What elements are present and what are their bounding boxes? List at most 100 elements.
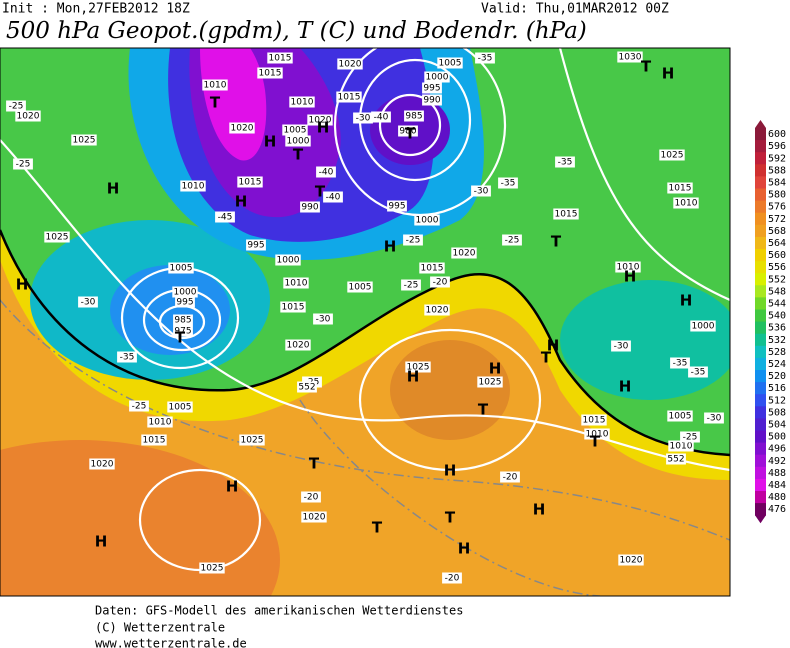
isobar-label: 1030: [619, 53, 642, 63]
colorbar-label: 560: [768, 250, 786, 261]
colorbar-label: 592: [768, 153, 786, 164]
label-box: [237, 176, 263, 188]
colorbar-label: 480: [768, 492, 786, 503]
label-box: [670, 357, 690, 369]
isobar-label: 1020: [231, 124, 254, 134]
label-box: [89, 458, 115, 470]
colorbar-label: 492: [768, 456, 786, 467]
label-box: [257, 67, 283, 79]
colorbar-label: 524: [768, 359, 786, 370]
colorbar-segment: [755, 478, 766, 492]
isobar-label: 1000: [287, 137, 310, 147]
colorbar-segment: [755, 176, 766, 189]
pressure-center: H: [16, 276, 29, 294]
label-box: [267, 52, 293, 64]
colorbar-segment: [755, 333, 766, 347]
isobar-label: 1005: [669, 412, 692, 422]
isobar-label: 1020: [287, 341, 310, 351]
temperature-label: -25: [16, 160, 31, 170]
temperature-label: 552: [667, 455, 684, 465]
isobar-label: 1005: [284, 126, 307, 136]
isobar-label: 1005: [439, 59, 462, 69]
pressure-center: H: [458, 540, 471, 558]
colorbar-segment: [755, 309, 766, 323]
colorbar-label: 488: [768, 468, 786, 479]
label-box: [475, 52, 495, 64]
label-box: [307, 114, 333, 126]
label-box: [471, 185, 491, 197]
colorbar-segment: [755, 430, 766, 444]
colorbar-label: 572: [768, 214, 786, 225]
pressure-center: T: [210, 94, 221, 112]
isobar-label: 1010: [291, 98, 314, 108]
label-box: [301, 491, 321, 503]
temperature-label: -25: [9, 102, 24, 112]
label-box: [173, 325, 193, 337]
isobar-label: 1015: [239, 178, 262, 188]
colorbar-segment: [755, 188, 766, 202]
label-box: [282, 124, 308, 136]
colorbar-label: 564: [768, 238, 786, 249]
label-box: [667, 410, 693, 422]
colorbar-label: 504: [768, 419, 786, 430]
label-box: [246, 239, 266, 251]
isobar-label: 1020: [620, 556, 643, 566]
isobar-label: 1020: [309, 116, 332, 126]
temperature-label: -35: [478, 54, 493, 64]
isobar-label: 1025: [479, 378, 502, 388]
isobar-label: 1025: [407, 363, 430, 373]
init-time: Init : Mon,27FEB2012 18Z: [2, 2, 190, 17]
isobar-label: 1010: [149, 418, 172, 428]
pressure-center: H: [95, 533, 108, 551]
label-box: [6, 100, 26, 112]
isobar-label: 1005: [170, 264, 193, 274]
temperature-label: -20: [433, 278, 448, 288]
isobar-label: 995: [423, 84, 440, 94]
isobar-label: 1020: [17, 112, 40, 122]
label-box: [323, 191, 343, 203]
label-box: [422, 94, 442, 106]
label-box: [690, 320, 716, 332]
isobar-label: 990: [423, 96, 440, 106]
pressure-center: T: [445, 509, 456, 527]
pressure-center: H: [489, 360, 502, 378]
colorbar-label: 580: [768, 190, 786, 201]
footer-line: www.wetterzentrale.de: [95, 637, 247, 648]
colorbar-label: 596: [768, 141, 786, 152]
label-box: [347, 281, 373, 293]
label-box: [451, 247, 477, 259]
colorbar-segment: [755, 491, 766, 504]
label-box: [430, 276, 450, 288]
colorbar-segment: [755, 321, 766, 335]
label-box: [618, 554, 644, 566]
label-box: [316, 166, 336, 178]
pressure-center: T: [551, 233, 562, 251]
temperature-label: -30: [316, 315, 331, 325]
colorbar-label: 556: [768, 262, 786, 273]
isobar-label: 995: [247, 241, 264, 251]
colorbar-segment: [755, 164, 766, 177]
temperature-label: -35: [558, 158, 573, 168]
colorbar-segment: [755, 152, 766, 165]
temperature-label: 552: [298, 383, 315, 393]
label-box: [688, 366, 708, 378]
label-box: [172, 286, 198, 298]
isobar-label: 1015: [259, 69, 282, 79]
label-box: [129, 400, 149, 412]
temperature-label: -30: [356, 114, 371, 124]
temperature-label: -25: [132, 402, 147, 412]
pressure-center: H: [226, 478, 239, 496]
label-box: [419, 262, 445, 274]
pressure-center: T: [478, 401, 489, 419]
label-box: [422, 82, 442, 94]
colorbar-label: 548: [768, 286, 786, 297]
isobar-label: 1000: [174, 288, 197, 298]
colorbar-label: 540: [768, 311, 786, 322]
label-box: [15, 110, 41, 122]
isobar-label: 1000: [277, 256, 300, 266]
label-box: [617, 51, 643, 63]
map-frame: [0, 47, 731, 597]
label-box: [167, 401, 193, 413]
colorbar-segment: [755, 406, 766, 419]
colorbar-segment: [755, 382, 766, 395]
